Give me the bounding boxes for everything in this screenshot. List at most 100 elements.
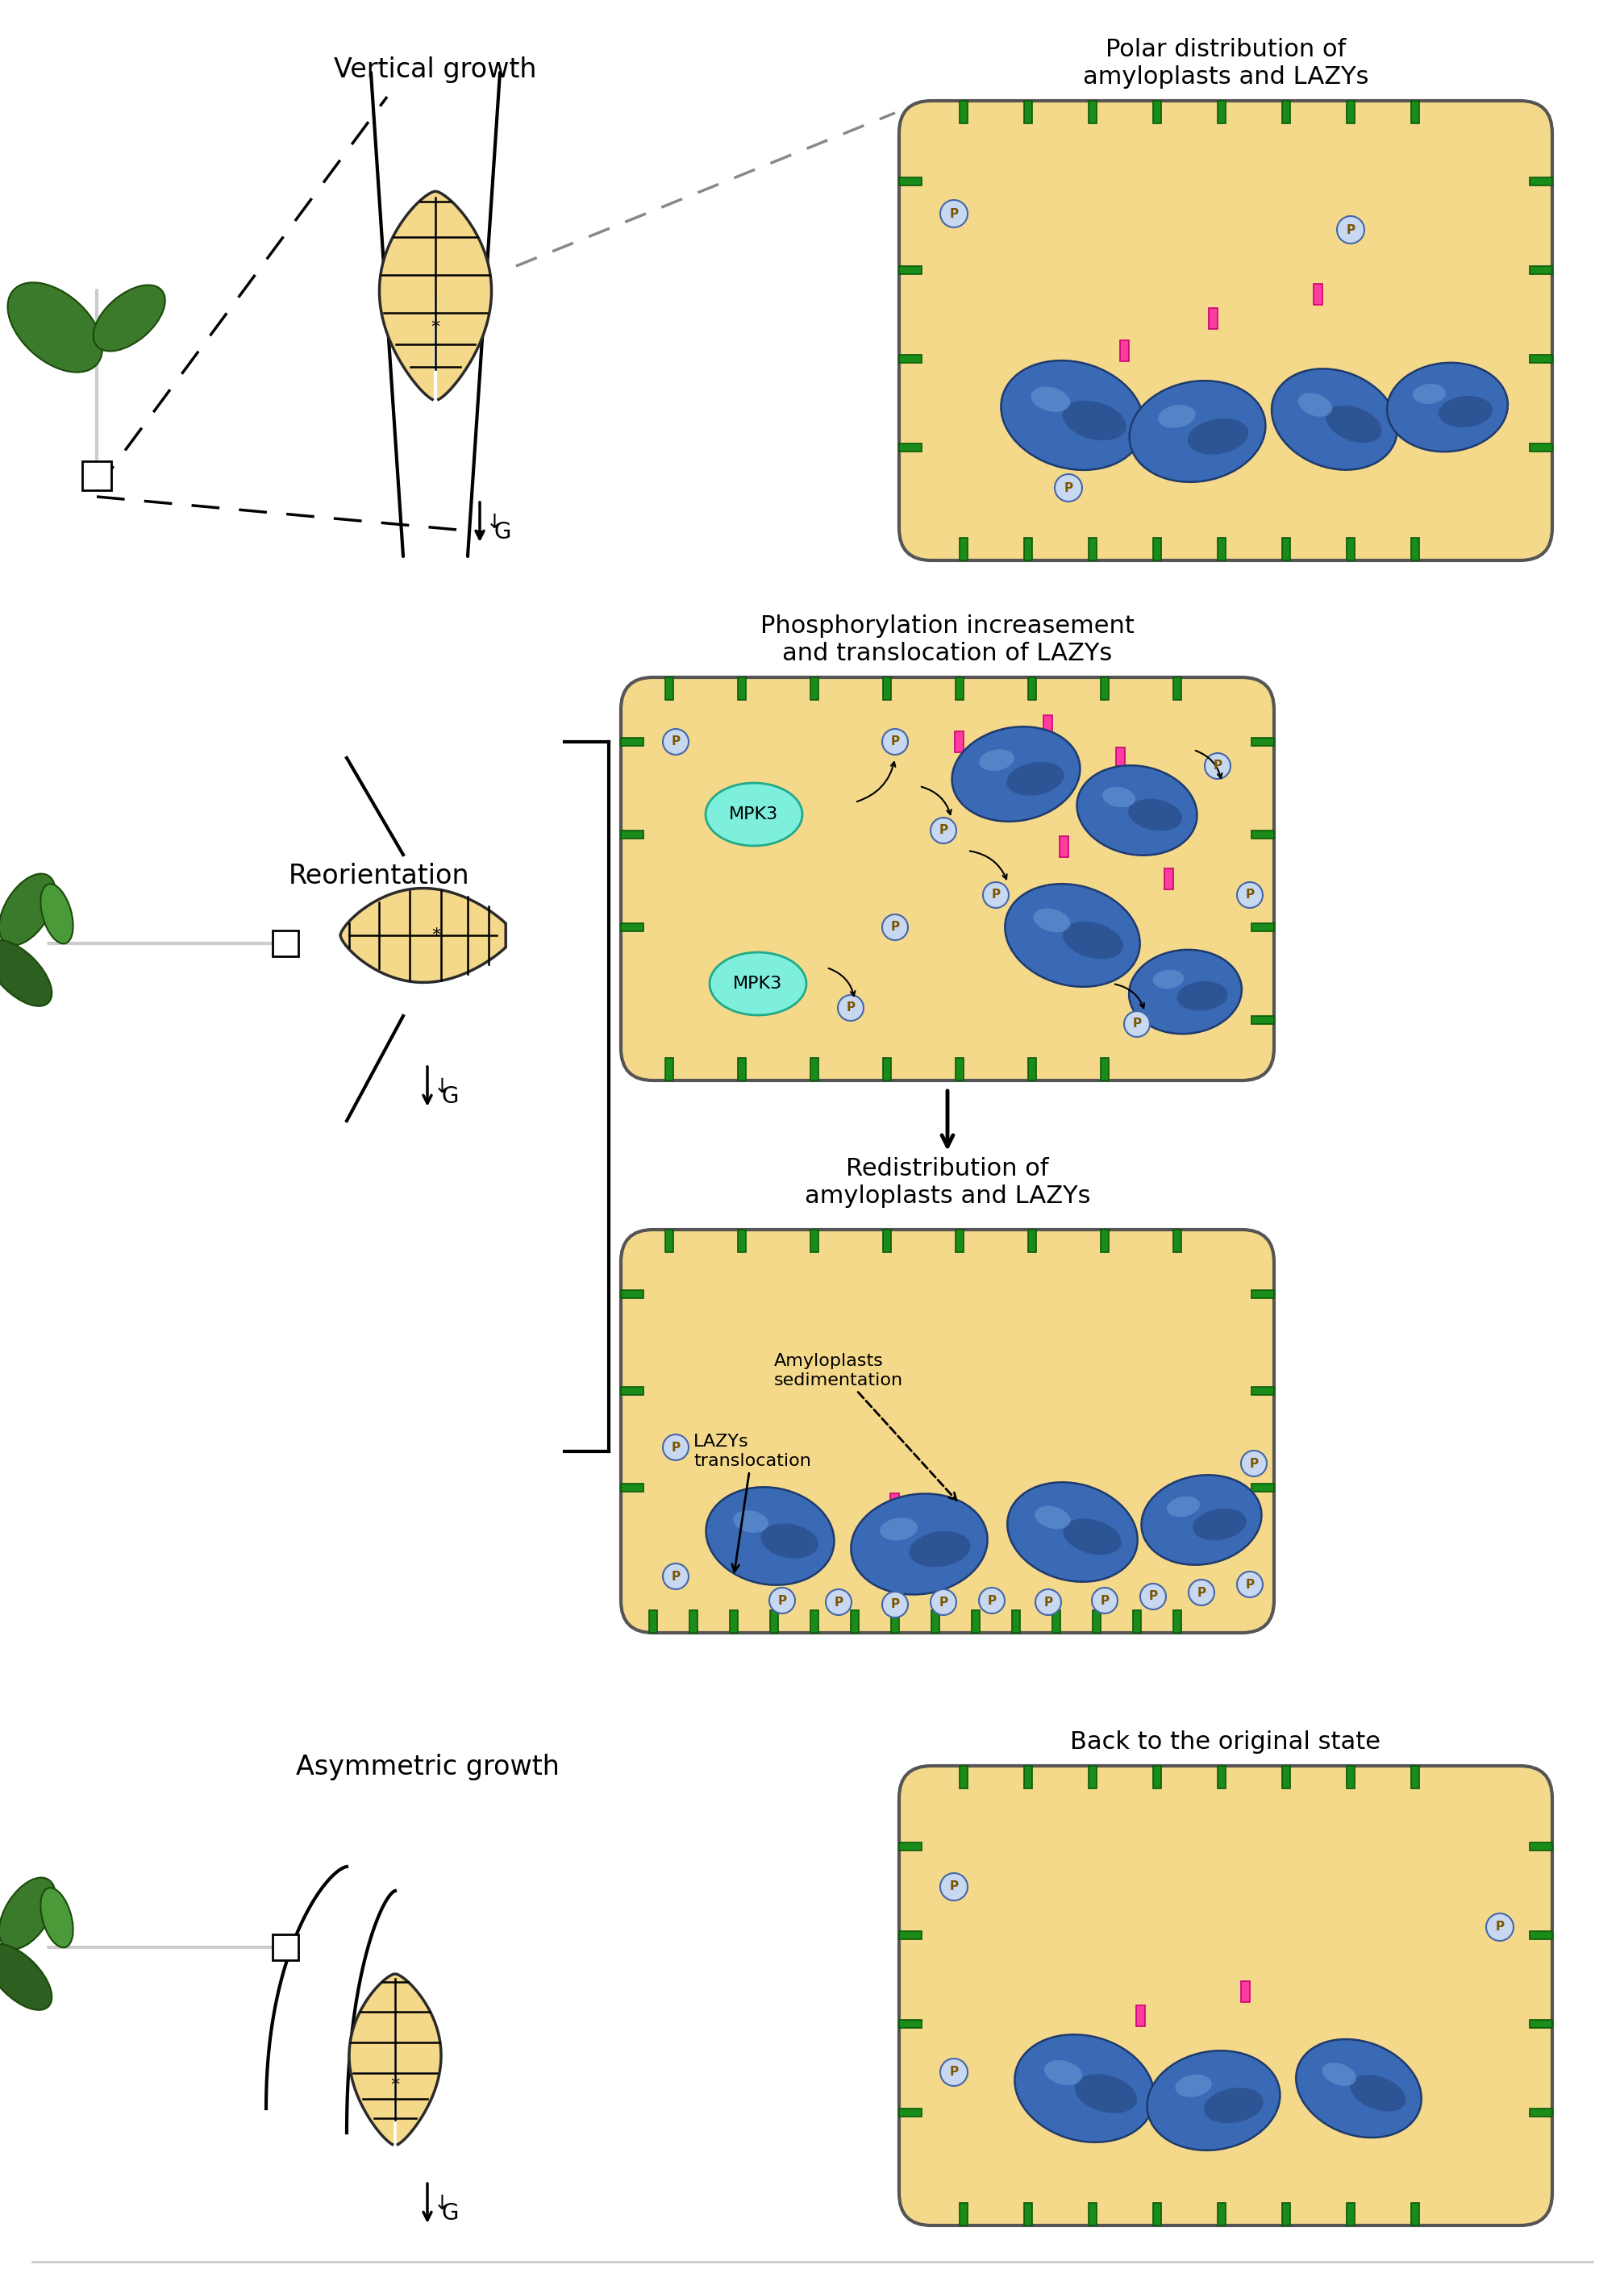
Bar — [882, 677, 890, 700]
Bar — [1099, 677, 1108, 700]
Ellipse shape — [1387, 362, 1507, 452]
Ellipse shape — [1296, 2039, 1421, 2138]
Bar — [960, 101, 968, 124]
Bar — [955, 1058, 963, 1080]
Ellipse shape — [1073, 2074, 1137, 2113]
Ellipse shape — [1007, 762, 1064, 796]
Ellipse shape — [732, 1509, 768, 1532]
Bar — [650, 1610, 656, 1633]
Bar — [729, 1610, 737, 1633]
Bar — [1028, 677, 1036, 700]
Ellipse shape — [1411, 383, 1445, 404]
Circle shape — [1236, 1571, 1262, 1597]
Text: ↓: ↓ — [486, 514, 503, 532]
Bar — [1346, 537, 1354, 560]
Bar — [1528, 266, 1551, 275]
Text: Redistribution of
amyloplasts and LAZYs: Redistribution of amyloplasts and LAZYs — [804, 1156, 1090, 1207]
Bar — [1153, 537, 1161, 560]
Bar — [882, 1058, 890, 1080]
Ellipse shape — [1033, 908, 1070, 931]
Bar — [1281, 2202, 1289, 2225]
Ellipse shape — [851, 1493, 987, 1594]
Bar — [1216, 537, 1224, 560]
Circle shape — [1486, 1913, 1514, 1941]
Text: G: G — [494, 521, 512, 544]
Bar — [1281, 1766, 1289, 1789]
Ellipse shape — [1044, 2060, 1082, 2085]
Bar — [1023, 1766, 1031, 1789]
Circle shape — [940, 200, 968, 227]
Text: P: P — [890, 736, 900, 748]
Bar — [1023, 2202, 1031, 2225]
Bar — [1528, 177, 1551, 186]
Text: P: P — [846, 1002, 854, 1014]
Bar — [1043, 716, 1052, 736]
Bar — [898, 2108, 921, 2117]
Circle shape — [1241, 1450, 1267, 1477]
Circle shape — [1140, 1583, 1166, 1610]
Bar — [890, 1610, 898, 1633]
Bar — [1164, 869, 1173, 890]
Ellipse shape — [1062, 922, 1122, 959]
Ellipse shape — [705, 782, 802, 846]
Circle shape — [1189, 1581, 1213, 1606]
Circle shape — [663, 729, 689, 755]
Text: P: P — [1132, 1019, 1142, 1030]
Bar — [664, 1230, 672, 1253]
Circle shape — [1124, 1012, 1150, 1037]
Bar — [1028, 1230, 1036, 1253]
Bar — [620, 1289, 643, 1298]
Bar — [898, 1932, 921, 1938]
Bar — [1088, 1766, 1096, 1789]
FancyBboxPatch shape — [898, 101, 1551, 560]
Ellipse shape — [1140, 1475, 1260, 1565]
Bar — [1250, 1289, 1273, 1298]
Ellipse shape — [952, 727, 1080, 821]
Text: ↓: ↓ — [434, 1078, 450, 1097]
Bar — [273, 931, 297, 957]
Text: P: P — [939, 824, 947, 837]
Text: Amyloplasts
sedimentation: Amyloplasts sedimentation — [773, 1353, 957, 1500]
Bar — [737, 677, 745, 700]
Bar — [778, 1500, 786, 1523]
Bar — [1346, 1766, 1354, 1789]
Bar — [960, 1766, 968, 1789]
Text: Polar distribution of
amyloplasts and LAZYs: Polar distribution of amyloplasts and LA… — [1082, 39, 1367, 89]
Bar — [1137, 2005, 1145, 2026]
Circle shape — [1054, 475, 1082, 502]
Ellipse shape — [93, 284, 166, 351]
Text: P: P — [1064, 482, 1072, 493]
Ellipse shape — [1174, 2074, 1212, 2097]
Text: P: P — [1099, 1594, 1109, 1606]
Circle shape — [931, 817, 957, 844]
Bar — [1250, 739, 1273, 746]
Bar — [931, 1610, 939, 1633]
Text: P: P — [671, 1571, 680, 1583]
Text: P: P — [1043, 1597, 1052, 1608]
Bar — [1250, 922, 1273, 931]
Bar — [1250, 830, 1273, 840]
Ellipse shape — [1192, 1509, 1246, 1539]
Text: Asymmetric growth: Asymmetric growth — [296, 1753, 559, 1780]
Bar — [1173, 1610, 1181, 1633]
Ellipse shape — [1129, 950, 1241, 1035]
Text: Back to the original state: Back to the original state — [1070, 1730, 1380, 1753]
Circle shape — [1034, 1590, 1060, 1615]
Text: Phosphorylation increasement
and translocation of LAZYs: Phosphorylation increasement and translo… — [760, 615, 1134, 665]
Bar — [1197, 1477, 1205, 1498]
Ellipse shape — [1166, 1496, 1199, 1516]
Text: P: P — [1197, 1587, 1205, 1599]
Ellipse shape — [1129, 381, 1265, 482]
Bar — [1028, 1058, 1036, 1080]
Bar — [898, 177, 921, 186]
Ellipse shape — [0, 874, 55, 945]
Bar — [898, 266, 921, 275]
Circle shape — [663, 1434, 689, 1461]
Bar — [955, 677, 963, 700]
FancyBboxPatch shape — [898, 1766, 1551, 2225]
Ellipse shape — [0, 1943, 52, 2010]
Bar — [1208, 307, 1218, 328]
Circle shape — [663, 1565, 689, 1590]
Text: G: G — [442, 1085, 460, 1108]
Ellipse shape — [979, 750, 1013, 771]
